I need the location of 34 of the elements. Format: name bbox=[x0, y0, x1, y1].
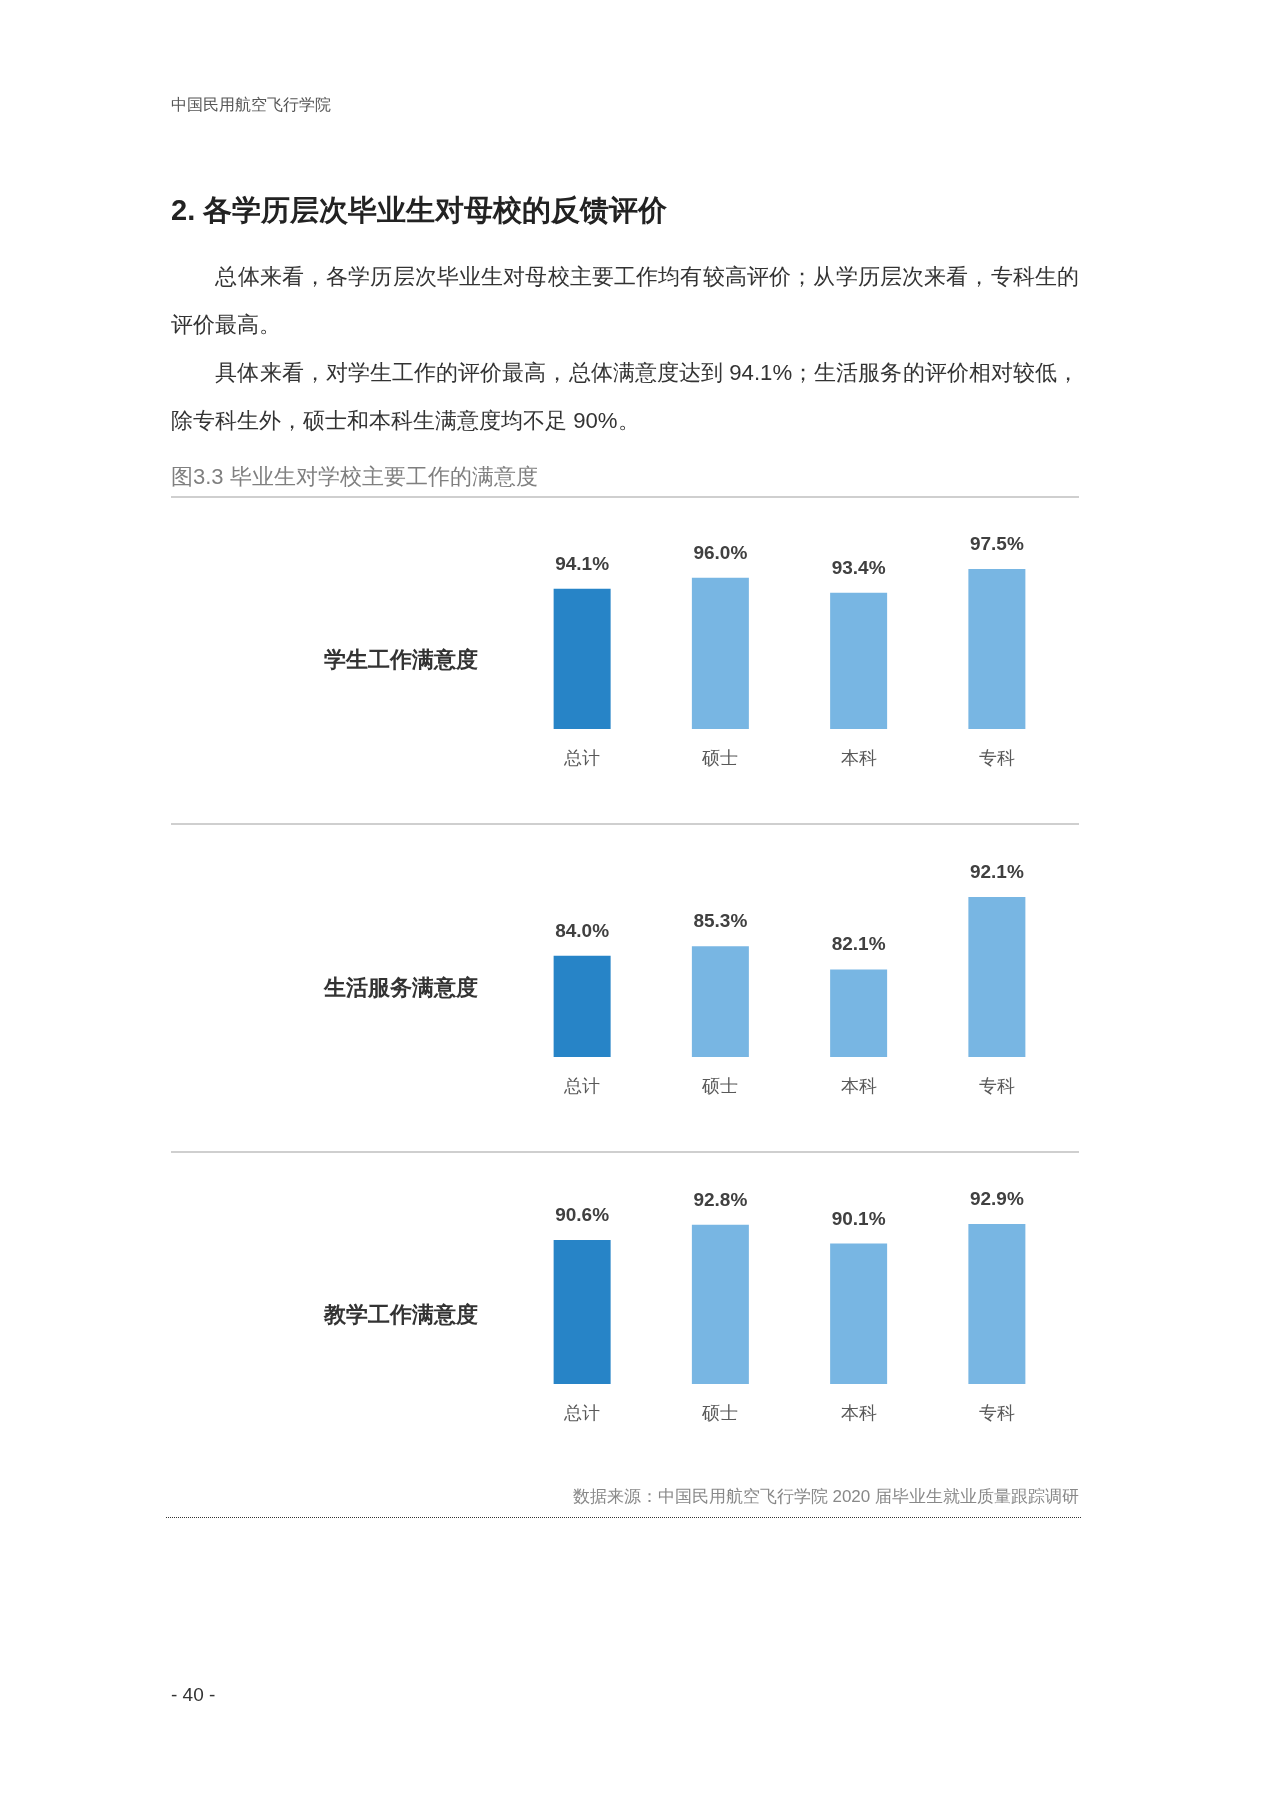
data-label: 92.8% bbox=[693, 1188, 748, 1210]
data-label: 84.0% bbox=[555, 919, 610, 941]
x-tick-label: 专科 bbox=[978, 1403, 1015, 1423]
x-tick-label: 专科 bbox=[978, 748, 1015, 768]
chart-title: 图3.3 毕业生对学校主要工作的满意度 bbox=[171, 463, 538, 491]
x-tick-label: 专科 bbox=[978, 1076, 1015, 1096]
text: 具体来看，对学生工作的评价最高，总体满意度达到 94.1%；生活服务的评价相对较低，除专科生外，硕士和本科生满意度均不足 90%。 bbox=[171, 359, 1079, 435]
y-axis-title: 生活服务满意度 bbox=[324, 974, 478, 1002]
text: 中国民用航空飞行学院 bbox=[171, 95, 331, 115]
data-label: 82.1% bbox=[831, 933, 886, 955]
data-label: 97.5% bbox=[969, 533, 1024, 554]
y-axis-title: 教学工作满意度 bbox=[324, 1301, 478, 1329]
data-label: 85.3% bbox=[693, 910, 748, 932]
y-axis-title: 学生工作满意度 bbox=[324, 646, 478, 674]
data-label: 90.6% bbox=[555, 1204, 610, 1226]
x-tick-label: 硕士 bbox=[701, 1076, 739, 1096]
x-tick-label: 总计 bbox=[563, 1076, 601, 1096]
text: 总体来看，各学历层次毕业生对母校主要工作均有较高评价；从学历层次来看，专科生的评价最高。 bbox=[171, 263, 1079, 339]
data-label: 94.1% bbox=[555, 552, 610, 574]
data-label: 90.1% bbox=[831, 1207, 886, 1229]
source-note: 数据来源：中国民用航空飞行学院 2020 届毕业生就业质量跟踪调研 bbox=[572, 1486, 1079, 1508]
x-tick-label: 本科 bbox=[840, 1076, 877, 1096]
x-tick-label: 本科 bbox=[840, 1403, 877, 1423]
x-tick-label: 总计 bbox=[563, 1403, 601, 1423]
text: - 40 - bbox=[171, 1683, 216, 1707]
x-tick-label: 本科 bbox=[840, 748, 877, 768]
x-tick-label: 硕士 bbox=[701, 1403, 739, 1423]
data-label: 96.0% bbox=[693, 541, 748, 563]
x-tick-label: 总计 bbox=[563, 748, 601, 768]
text: 2. 各学历层次毕业生对母校的反馈评价 bbox=[171, 193, 668, 228]
data-label: 93.4% bbox=[831, 556, 886, 578]
data-label: 92.1% bbox=[969, 861, 1024, 882]
x-tick-label: 硕士 bbox=[701, 748, 739, 768]
data-label: 92.9% bbox=[969, 1188, 1024, 1209]
